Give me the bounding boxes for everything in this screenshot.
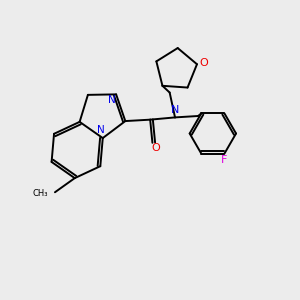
Text: CH₃: CH₃ <box>32 189 47 198</box>
Text: O: O <box>199 58 208 68</box>
Text: O: O <box>151 143 160 153</box>
Text: F: F <box>221 155 227 165</box>
Text: N: N <box>98 125 105 135</box>
Text: N: N <box>171 105 179 115</box>
Text: N: N <box>108 95 116 105</box>
